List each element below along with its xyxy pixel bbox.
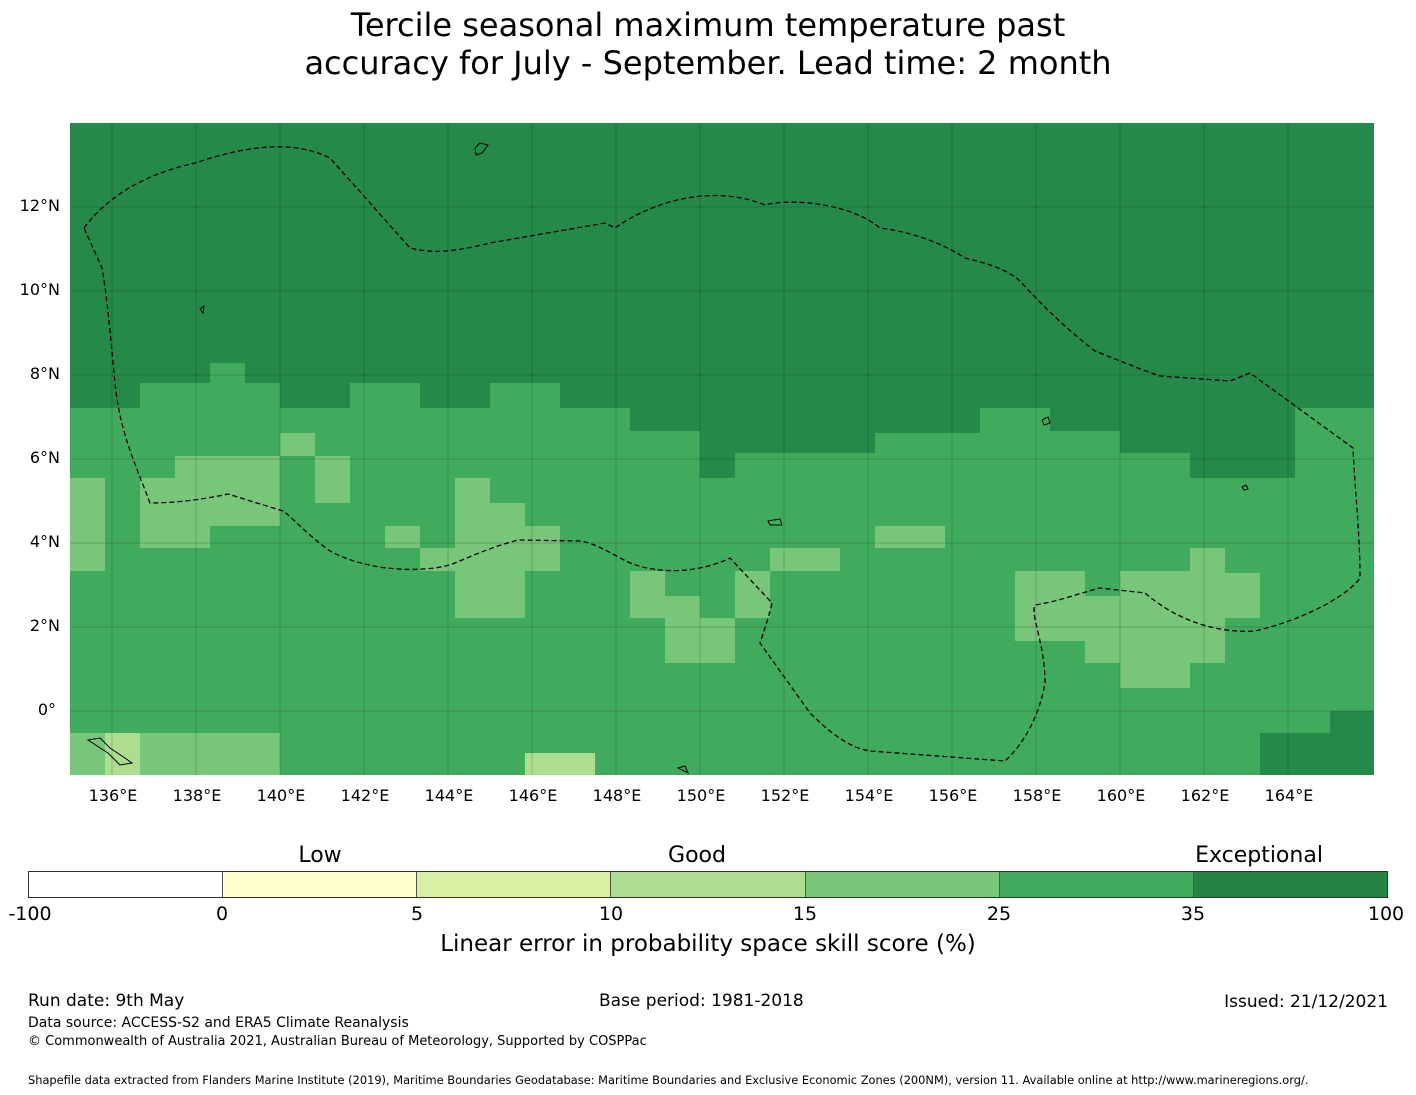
lat-label: 12°N	[19, 196, 60, 215]
colorbar	[28, 871, 1388, 898]
issued-date: Issued: 21/12/2021	[1224, 992, 1388, 1012]
lon-label: 150°E	[676, 786, 726, 805]
zone-exceptional-se	[1260, 711, 1374, 775]
colorbar-segment	[223, 872, 418, 897]
lon-label: 146°E	[508, 786, 558, 805]
colorbar-tick: 0	[215, 903, 229, 925]
category-good: Good	[668, 843, 726, 868]
lat-label: 6°N	[29, 448, 60, 467]
shapefile-credit: Shapefile data extracted from Flanders M…	[28, 1073, 1309, 1087]
lon-label: 140°E	[256, 786, 306, 805]
lon-label: 144°E	[424, 786, 474, 805]
eez-boundary	[83, 146, 1361, 762]
lon-label: 164°E	[1264, 786, 1314, 805]
lon-label: 162°E	[1180, 786, 1230, 805]
lon-label: 136°E	[88, 786, 138, 805]
colorbar-tick: 25	[986, 903, 1012, 925]
lon-label: 148°E	[592, 786, 642, 805]
map-title: Tercile seasonal maximum temperature pas…	[0, 6, 1416, 82]
colorbar-tick: -100	[8, 903, 52, 925]
island-outlines	[86, 142, 1249, 775]
zone-exceptional-west	[70, 123, 280, 383]
skill-map	[70, 123, 1374, 775]
run-date: Run date: 9th May	[28, 991, 185, 1011]
lon-label: 154°E	[844, 786, 894, 805]
colorbar-segment	[999, 872, 1194, 897]
colorbar-segment	[29, 872, 224, 897]
title-line-2: accuracy for July - September. Lead time…	[304, 44, 1112, 82]
category-exceptional: Exceptional	[1195, 843, 1323, 868]
zone-low-south	[525, 753, 595, 775]
lon-label: 138°E	[172, 786, 222, 805]
lat-label: 0°	[37, 700, 56, 719]
lon-label: 142°E	[340, 786, 390, 805]
colorbar-label: Linear error in probability space skill …	[440, 931, 976, 957]
lon-label: 152°E	[760, 786, 810, 805]
colorbar-tick: 10	[598, 903, 624, 925]
lon-label: 160°E	[1096, 786, 1146, 805]
colorbar-segment	[805, 872, 1000, 897]
colorbar-segment	[611, 872, 806, 897]
title-line-1: Tercile seasonal maximum temperature pas…	[350, 6, 1066, 44]
colorbar-tick: 35	[1180, 903, 1206, 925]
lat-label: 2°N	[29, 616, 60, 635]
zone-good-lightband	[70, 433, 1260, 688]
data-source: Data source: ACCESS-S2 and ERA5 Climate …	[28, 1015, 409, 1031]
colorbar-tick: 15	[792, 903, 818, 925]
colorbar-segment	[1193, 872, 1387, 897]
colorbar-tick: 100	[1367, 903, 1405, 925]
map-gridlines	[70, 123, 1374, 775]
lat-label: 8°N	[29, 364, 60, 383]
zone-exceptional-east	[1190, 431, 1295, 478]
copyright: © Commonwealth of Australia 2021, Austra…	[28, 1034, 647, 1049]
zone-exceptional	[70, 123, 1374, 478]
colorbar-segment	[417, 872, 612, 897]
base-period: Base period: 1981-2018	[599, 991, 804, 1011]
lat-label: 10°N	[19, 280, 60, 299]
zone-low-southwest	[105, 733, 140, 775]
colorbar-tick: 5	[410, 903, 424, 925]
lat-label: 4°N	[29, 532, 60, 551]
zone-good-southwest	[70, 571, 280, 775]
category-low: Low	[298, 843, 342, 868]
lon-label: 156°E	[928, 786, 978, 805]
skill-map-canvas	[70, 123, 1374, 775]
lon-label: 158°E	[1012, 786, 1062, 805]
